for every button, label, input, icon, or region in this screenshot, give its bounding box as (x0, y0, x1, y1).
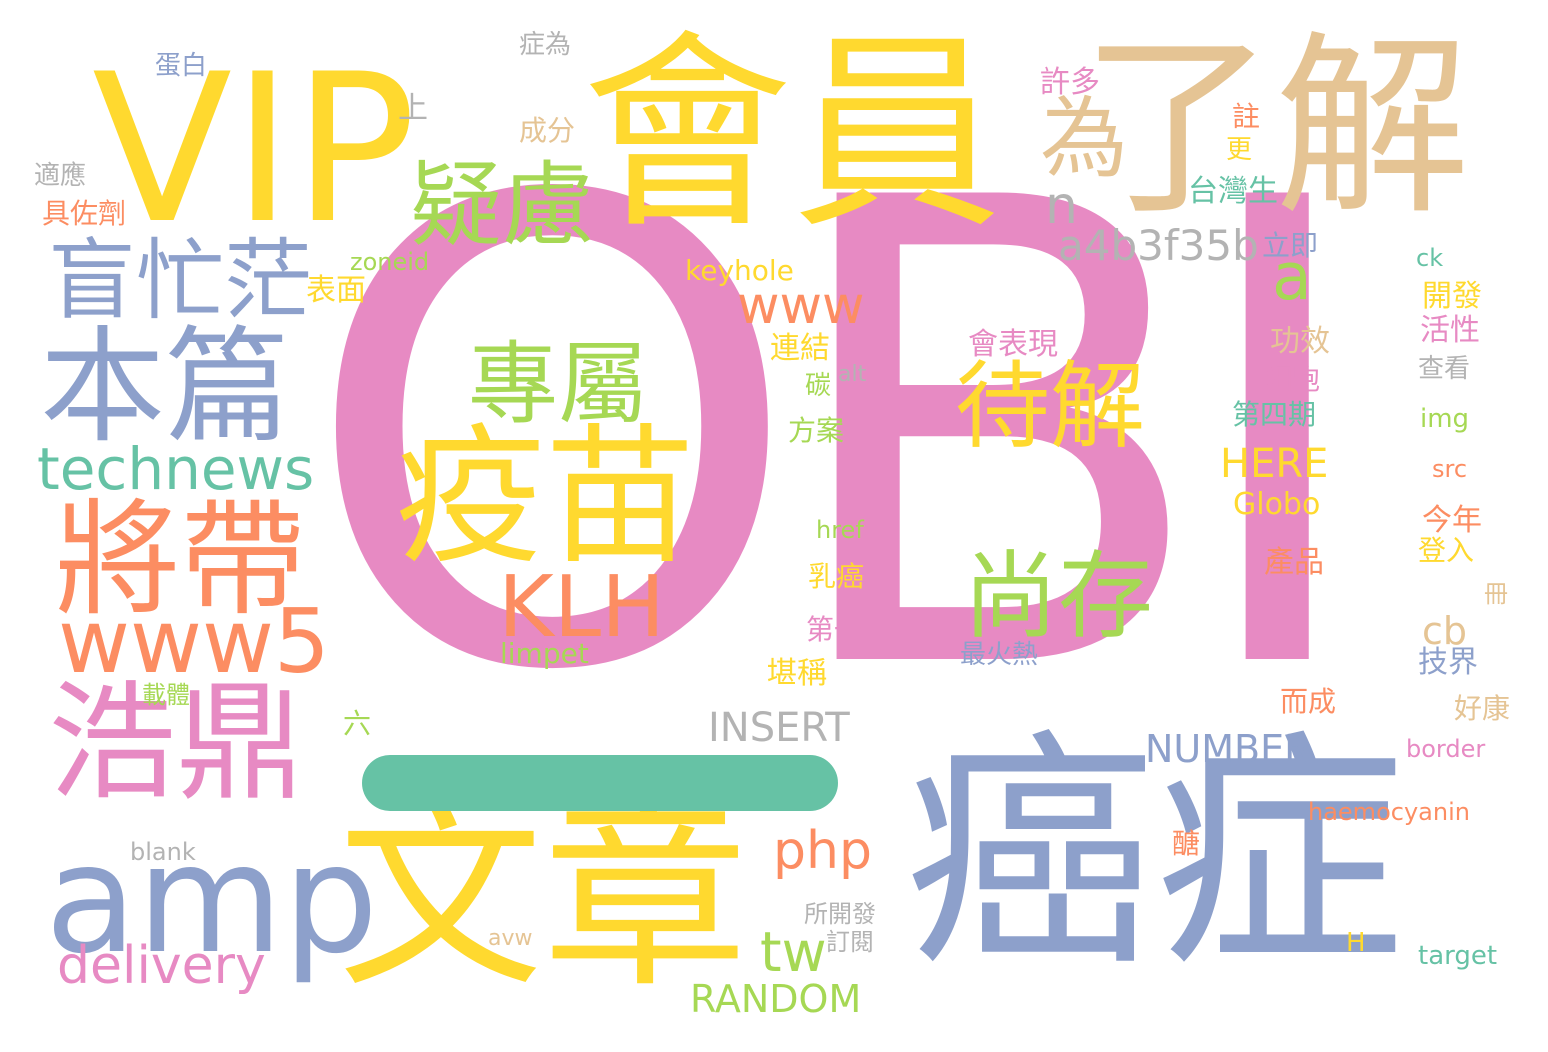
word-doubts: 疑慮 (410, 152, 595, 259)
word-random: RANDOM (690, 977, 862, 1021)
word-border: border (1406, 735, 1486, 763)
word-haoding: 浩鼎 (48, 669, 305, 818)
word-article: 文章 (338, 778, 748, 1016)
word-volume: 冊 (1484, 580, 1508, 608)
word-plan: 方案 (788, 414, 845, 447)
word-delivery: delivery (57, 936, 266, 996)
word-will-show: 會表現 (968, 327, 1058, 362)
word-zoneid: zoneid (350, 248, 430, 276)
word-link: 連結 (770, 331, 830, 366)
word-n: n (1045, 176, 1078, 236)
word-understand: 了解 (1080, 14, 1470, 241)
word-src: src (1432, 455, 1468, 483)
word-klh: KLH (498, 558, 666, 657)
word-technews: technews (37, 435, 315, 503)
word-alt: alt (838, 362, 867, 387)
word-www: www (737, 276, 865, 336)
word-cell: 細胞 (1264, 363, 1321, 396)
word-blank: blank (130, 838, 196, 866)
word-product: 產品 (1264, 545, 1324, 580)
word-obi: OBI (300, 65, 1372, 810)
word-php: php (773, 821, 872, 881)
word-haemocyanin: haemocyanin (1308, 798, 1470, 826)
word-hash: a4b3f35b (1058, 221, 1259, 270)
word-note: 註 (1232, 100, 1261, 133)
word-adjuvant: 具佐劑 (42, 197, 127, 230)
word-carrier: 載體 (142, 681, 190, 709)
word-subscribe: 訂閱 (826, 928, 874, 956)
word-six: 六 (343, 707, 372, 740)
word-a: a (1272, 240, 1312, 315)
word-img: img (1420, 404, 1470, 434)
word-immediately: 立即 (1262, 229, 1319, 262)
word-exclusive: 專屬 (468, 332, 648, 437)
word-vaccine: 疫苗 (395, 411, 696, 585)
word-hottest: 最火熱 (960, 640, 1039, 670)
word-vip: VIP (92, 31, 417, 269)
word-develop: 開發 (1422, 279, 1482, 314)
word-will-bring: 將帶 (55, 488, 305, 633)
word-insert: INSERT (708, 705, 850, 751)
word-more: 更 (1226, 135, 1253, 165)
word-login: 登入 (1418, 534, 1475, 567)
word-many: 許多 (1040, 65, 1100, 100)
word-shang: 上 (398, 91, 428, 126)
word-here: HERE (1220, 441, 1329, 487)
word-zhengwei: 症為 (519, 30, 572, 60)
word-activity: 活性 (1420, 313, 1480, 348)
word-surface: 表面 (306, 273, 366, 308)
word-one (362, 755, 838, 811)
word-member: 會員 (582, 12, 1003, 257)
word-deals: 好康 (1454, 692, 1511, 725)
word-tw: tw (760, 920, 827, 984)
word-regarded: 堪稱 (767, 656, 827, 691)
word-unsolved: 待解 (955, 352, 1146, 462)
word-busy: 盲忙茫 (48, 229, 313, 332)
word-stage-four: 第四期 (1232, 398, 1317, 431)
word-tech-world: 技界 (1418, 645, 1478, 680)
word-www5: www5 (58, 590, 330, 693)
word-this-year: 今年 (1422, 503, 1482, 538)
word-number: NUMBER (1145, 727, 1311, 771)
word-sugar: 醣 (1172, 827, 1201, 860)
word-ck: ck (1416, 244, 1444, 272)
word-wei: 為 (1040, 87, 1129, 190)
word-cancer: 癌症 (905, 709, 1405, 1000)
word-protein: 蛋白 (155, 51, 208, 81)
word-ingredient: 成分 (519, 114, 576, 147)
word-carbon: 碳 (805, 371, 832, 401)
word-keyhole: keyhole (685, 254, 794, 287)
word-h: H (1346, 928, 1366, 958)
word-adapt: 適應 (34, 161, 87, 191)
word-efficacy: 功效 (1270, 324, 1330, 359)
word-developed-by: 所開發 (804, 900, 876, 928)
word-amp: amp (45, 813, 379, 987)
word-first: 第一 (806, 613, 863, 646)
word-remain: 尚存 (963, 542, 1154, 652)
word-avw: avw (488, 926, 533, 951)
word-taiwan-bio: 台灣生 (1188, 174, 1278, 209)
word-target: target (1418, 941, 1498, 971)
word-limpet: limpet (500, 637, 589, 670)
word-made: 而成 (1280, 685, 1337, 718)
word-globo: Globo (1233, 487, 1321, 522)
word-view: 查看 (1418, 354, 1471, 384)
word-cb: cb (1422, 609, 1468, 653)
word-this-article: 本篇 (40, 315, 290, 460)
word-breast-cancer: 乳癌 (808, 560, 865, 593)
word-href: href (816, 516, 864, 544)
